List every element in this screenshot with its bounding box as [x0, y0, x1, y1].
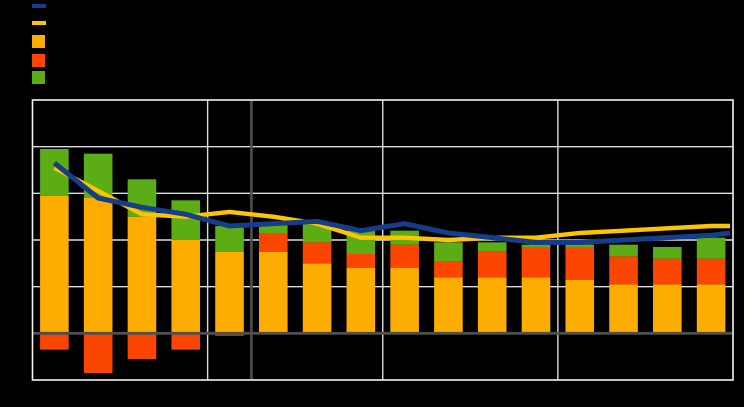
- bar-segment-green: [171, 200, 201, 240]
- bar-segment-red-negative: [83, 333, 113, 373]
- bar-segment-red: [390, 244, 419, 268]
- bar-segment-red: [696, 258, 726, 285]
- bar-segment-green: [434, 242, 463, 261]
- bar-segment-orange: [521, 277, 551, 334]
- bar-segment-green: [215, 225, 244, 252]
- legend-swatch-red-bar-series: [32, 54, 45, 67]
- bar-segment-red: [609, 256, 638, 285]
- blue-line: [52, 161, 731, 245]
- bar-segment-red: [258, 232, 288, 252]
- bar-segment-orange: [565, 279, 595, 334]
- bar-segment-orange: [696, 284, 726, 334]
- bar-segment-red-negative: [40, 333, 69, 350]
- bar-segment-orange: [653, 284, 682, 334]
- bar-segment-red: [521, 246, 551, 278]
- bar-segment-green: [521, 244, 551, 247]
- bar-segment-red: [434, 260, 463, 278]
- bar-segment-red: [565, 246, 595, 280]
- legend-swatch-orange-bar-series: [32, 35, 45, 48]
- bar-segment-orange: [40, 195, 69, 334]
- bar-segment-green: [477, 242, 507, 252]
- bar-segment-orange: [346, 267, 376, 334]
- bar-segment-red-negative: [171, 333, 201, 350]
- bar-segment-green: [302, 223, 332, 243]
- bar-segment-orange: [171, 239, 201, 334]
- bar-segment-green: [258, 223, 288, 233]
- bar-segment-orange: [434, 277, 463, 334]
- legend-swatch-green-bar-series: [32, 71, 45, 84]
- legend-swatch-yellow-line-series-icon: [32, 21, 46, 25]
- bar-segment-green: [653, 246, 682, 259]
- bar-segment-red: [302, 242, 332, 264]
- bar-segment-orange: [215, 251, 244, 334]
- bar-segment-red: [346, 253, 376, 268]
- bar-segment-red: [653, 258, 682, 285]
- bar-segment-orange: [609, 284, 638, 334]
- bar-segment-green: [565, 244, 595, 247]
- bar-segment-orange: [390, 267, 419, 334]
- bar-segment-green: [696, 237, 726, 259]
- bar-segment-red: [477, 251, 507, 278]
- bar-segment-orange: [477, 277, 507, 334]
- bar-segment-orange: [258, 251, 288, 334]
- legend-swatch-dark-blue-line-series-icon: [32, 4, 46, 8]
- bar-segment-orange: [127, 216, 157, 334]
- bar-segment-green: [609, 244, 638, 257]
- yellow-line: [53, 165, 730, 243]
- bar-segment-orange: [83, 197, 113, 334]
- plot-border: [31, 99, 734, 381]
- bar-segment-orange: [302, 263, 332, 334]
- bar-segment-red-negative: [127, 333, 157, 359]
